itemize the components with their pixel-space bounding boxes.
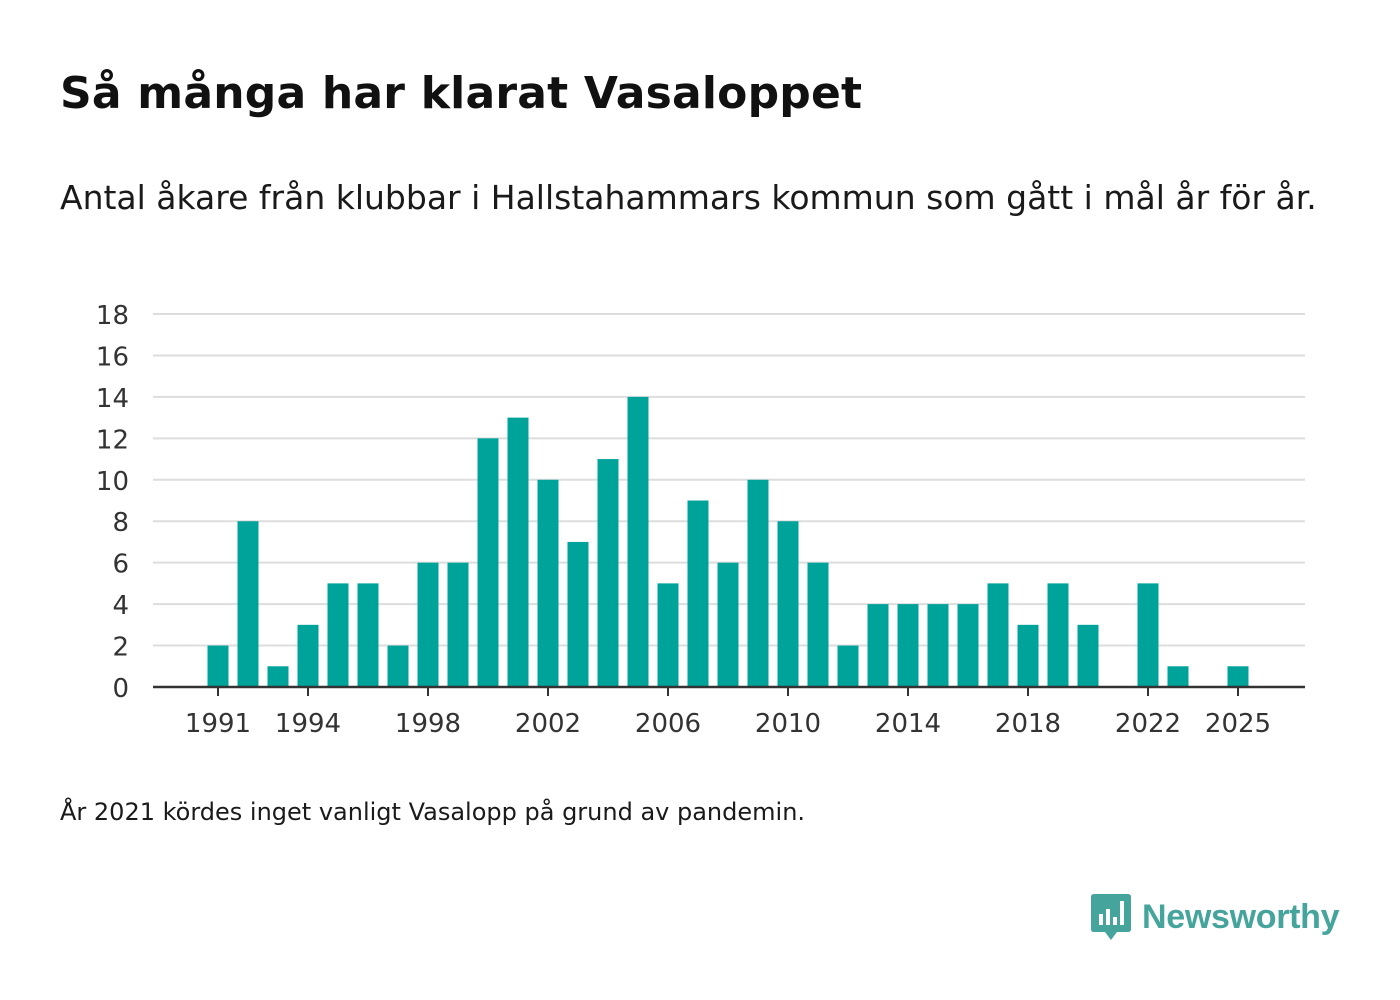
bar-2001 xyxy=(507,417,529,687)
y-tick-label-6: 6 xyxy=(112,550,129,580)
x-tick-label-1994: 1994 xyxy=(275,709,341,739)
bars xyxy=(207,396,1249,687)
bar-2008 xyxy=(717,562,739,687)
y-tick-label-18: 18 xyxy=(96,301,129,331)
y-tick-label-10: 10 xyxy=(96,467,129,497)
newsworthy-chart-bubble-icon xyxy=(1091,894,1131,940)
x-tick-label-1998: 1998 xyxy=(395,709,461,739)
bar-1992 xyxy=(237,521,259,687)
bar-1997 xyxy=(387,645,409,687)
bar-chart: 0 2 4 6 8 10 12 14 16 18 1991 1994 1998 2002 2006 2010 2… xyxy=(96,301,1305,739)
bar-2017 xyxy=(987,583,1009,687)
bar-2011 xyxy=(807,562,829,687)
y-tick-label-16: 16 xyxy=(96,342,129,372)
bar-2002 xyxy=(537,479,559,687)
bar-2019 xyxy=(1047,583,1069,687)
bar-2022 xyxy=(1137,583,1159,687)
bar-2025 xyxy=(1227,666,1249,687)
newsworthy-logo: Newsworthy xyxy=(1090,892,1340,942)
bar-2006 xyxy=(657,583,679,687)
bar-2004 xyxy=(597,459,619,687)
axes: 0 2 4 6 8 10 12 14 16 18 1991 1994 1998 2002 2006 2010 2… xyxy=(96,301,1305,739)
x-tick-label-2025: 2025 xyxy=(1205,709,1271,739)
y-tick-label-14: 14 xyxy=(96,384,129,414)
x-tick-label-2010: 2010 xyxy=(755,709,821,739)
x-tick-label-2018: 2018 xyxy=(995,709,1061,739)
bar-1994 xyxy=(297,624,319,687)
y-tick-label-4: 4 xyxy=(112,591,129,621)
logo-text: Newsworthy xyxy=(1142,897,1340,936)
bar-2023 xyxy=(1167,666,1189,687)
bar-1999 xyxy=(447,562,469,687)
y-tick-label-8: 8 xyxy=(112,508,129,538)
bar-2013 xyxy=(867,604,889,687)
bar-2018 xyxy=(1017,624,1039,687)
y-tick-label-2: 2 xyxy=(112,633,129,663)
x-tick-label-2002: 2002 xyxy=(515,709,581,739)
x-tick-label-2006: 2006 xyxy=(635,709,701,739)
x-tick-label-2022: 2022 xyxy=(1115,709,1181,739)
bar-1993 xyxy=(267,666,289,687)
chart-title: Så många har klarat Vasaloppet xyxy=(60,68,863,119)
bar-2016 xyxy=(957,604,979,687)
chart-subtitle: Antal åkare från klubbar i Hallstahammar… xyxy=(60,178,1317,217)
footnote: År 2021 kördes inget vanligt Vasalopp på… xyxy=(60,798,806,826)
bar-2012 xyxy=(837,645,859,687)
bar-2003 xyxy=(567,541,589,687)
bar-2020 xyxy=(1077,624,1099,687)
bar-2007 xyxy=(687,500,709,687)
bar-2014 xyxy=(897,604,919,687)
x-tick-label-1991: 1991 xyxy=(185,709,251,739)
bar-1991 xyxy=(207,645,229,687)
bar-1995 xyxy=(327,583,349,687)
x-tick-label-2014: 2014 xyxy=(875,709,941,739)
bar-2009 xyxy=(747,479,769,687)
bar-1996 xyxy=(357,583,379,687)
bar-2015 xyxy=(927,604,949,687)
bar-2000 xyxy=(477,438,499,687)
bar-2010 xyxy=(777,521,799,687)
y-tick-label-12: 12 xyxy=(96,425,129,455)
bar-1998 xyxy=(417,562,439,687)
bar-2005 xyxy=(627,396,649,687)
y-tick-label-0: 0 xyxy=(112,674,129,704)
